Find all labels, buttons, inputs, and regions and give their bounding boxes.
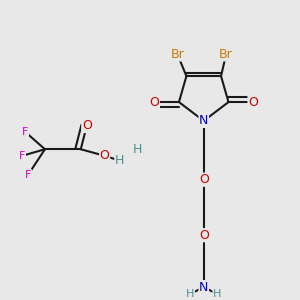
Text: H: H — [115, 154, 124, 167]
Text: F: F — [19, 151, 26, 161]
Text: O: O — [199, 173, 209, 186]
Text: H: H — [186, 289, 194, 299]
Text: H: H — [213, 289, 221, 299]
Text: O: O — [199, 229, 209, 242]
Text: O: O — [100, 149, 110, 162]
Text: H: H — [133, 143, 142, 156]
Text: N: N — [199, 114, 208, 128]
Text: O: O — [82, 119, 92, 133]
Text: Br: Br — [171, 48, 184, 61]
Text: N: N — [199, 280, 208, 294]
Text: Br: Br — [219, 48, 233, 61]
Text: F: F — [22, 127, 28, 137]
Text: O: O — [149, 96, 159, 109]
Text: F: F — [25, 169, 32, 180]
Text: O: O — [248, 96, 258, 109]
